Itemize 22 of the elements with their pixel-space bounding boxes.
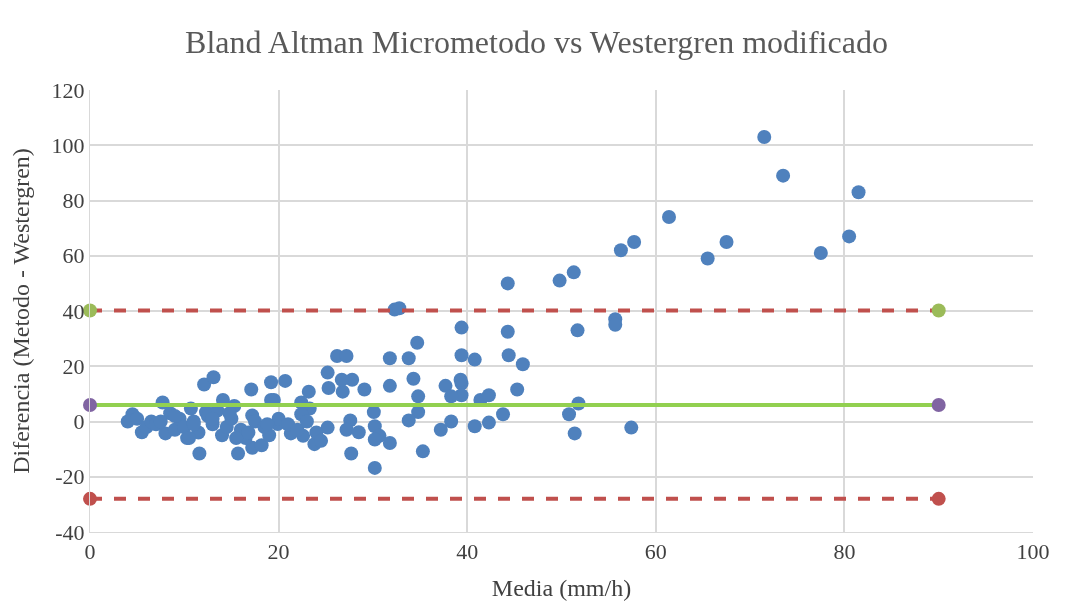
x-axis-title: Media (mm/h) bbox=[491, 574, 632, 601]
x-tick-label: 100 bbox=[1016, 539, 1050, 565]
x-tick-label: 80 bbox=[833, 539, 856, 565]
y-tick-label: 80 bbox=[62, 188, 85, 214]
y-tick-label: -40 bbox=[55, 519, 85, 545]
y-tick-label: 0 bbox=[73, 409, 85, 435]
y-tick-label: 20 bbox=[62, 353, 85, 379]
y-tick-label: -20 bbox=[55, 464, 85, 490]
x-tick-label: 60 bbox=[644, 539, 667, 565]
y-tick-label: 40 bbox=[62, 298, 85, 324]
y-tick-label: 60 bbox=[62, 243, 85, 269]
point bbox=[83, 397, 97, 412]
chart-title: Bland Altman Micrometodo vs Westergren modificado bbox=[185, 23, 888, 60]
point bbox=[83, 491, 97, 506]
y-tick-label: 120 bbox=[51, 77, 85, 103]
x-tick-label: 40 bbox=[456, 539, 479, 565]
y-tick-label: 100 bbox=[51, 132, 85, 158]
y-axis-title: Diferencia (Metodo - Westergren) bbox=[7, 148, 34, 474]
point bbox=[931, 397, 946, 412]
point bbox=[931, 491, 946, 506]
point bbox=[931, 303, 946, 318]
x-tick-label: 20 bbox=[267, 539, 290, 565]
